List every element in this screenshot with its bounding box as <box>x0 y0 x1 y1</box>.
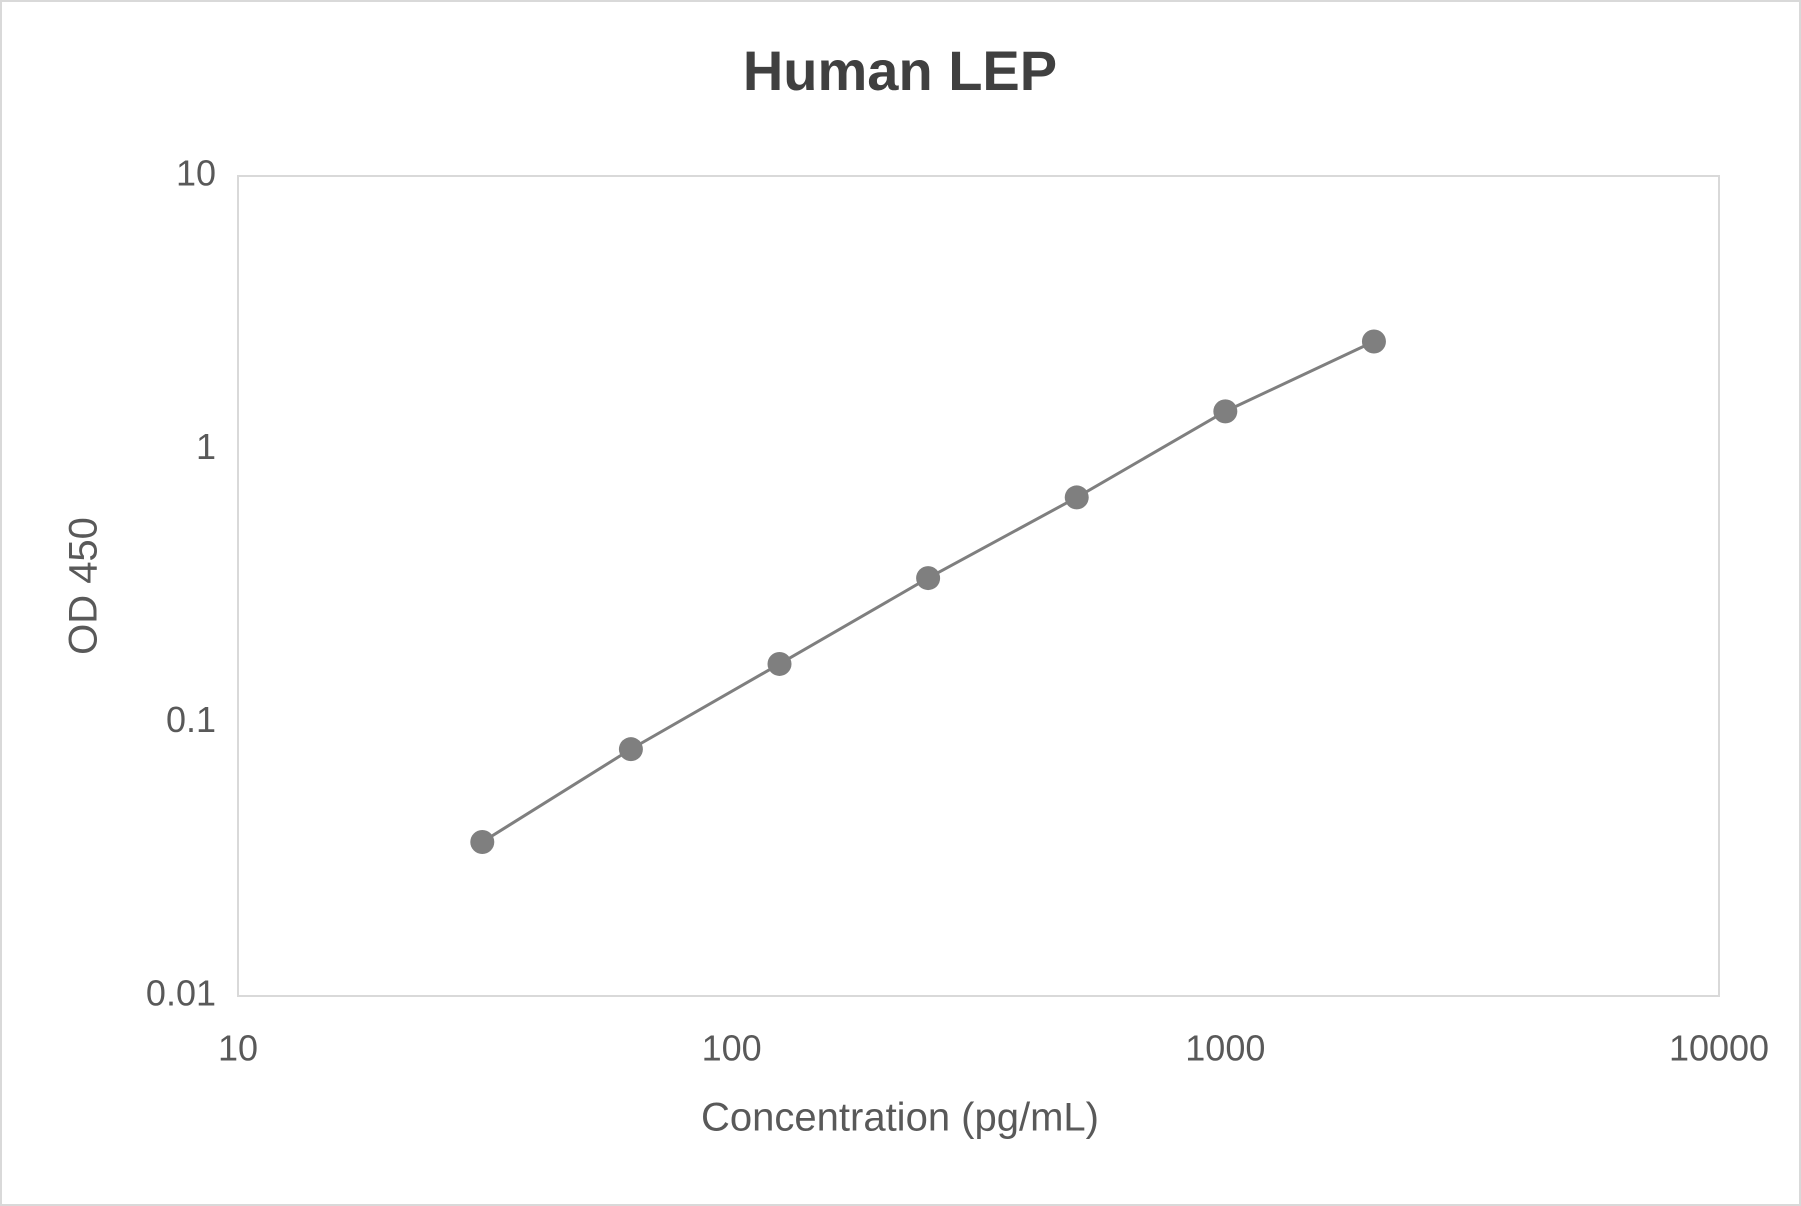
y-tick-label: 10 <box>176 153 216 194</box>
y-tick-label: 0.01 <box>146 973 216 1014</box>
data-point <box>470 829 495 854</box>
data-point <box>618 737 643 762</box>
data-point <box>1361 329 1386 354</box>
x-tick-label: 10000 <box>1669 1028 1769 1069</box>
data-point <box>767 651 792 676</box>
x-tick-label: 100 <box>702 1028 762 1069</box>
data-point <box>1213 399 1238 424</box>
x-tick-label: 1000 <box>1185 1028 1265 1069</box>
chart-title: Human LEP <box>743 39 1057 102</box>
x-axis-label: Concentration (pg/mL) <box>701 1096 1099 1140</box>
y-tick-label: 1 <box>196 426 216 467</box>
y-tick-label: 0.1 <box>166 699 216 740</box>
plot-border <box>237 175 1720 997</box>
data-point <box>1064 485 1089 510</box>
y-axis-label: OD 450 <box>62 517 106 655</box>
data-point <box>916 566 941 591</box>
x-tick-label: 10 <box>218 1028 258 1069</box>
